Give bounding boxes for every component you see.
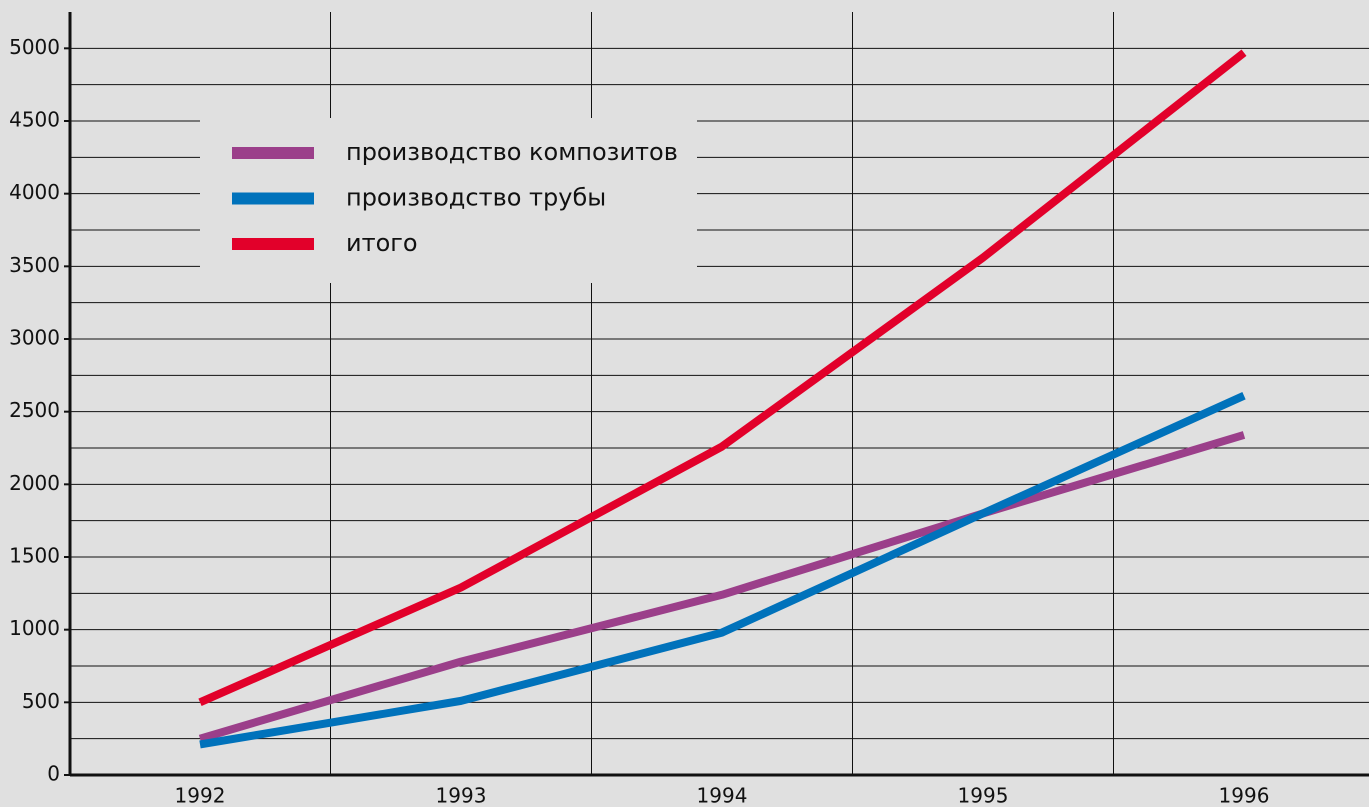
y-tick-label: 4000 [9,180,60,204]
y-tick-label: 3000 [9,326,60,350]
y-tick-label: 4500 [9,108,60,132]
legend-label: производство композитов [346,138,678,166]
y-tick-label: 2000 [9,471,60,495]
y-tick-label: 0 [47,762,60,786]
y-tick-label: 3500 [9,253,60,277]
legend-label: производство трубы [346,184,606,212]
x-tick-label: 1995 [958,784,1009,807]
x-tick-label: 1992 [175,784,226,807]
series-line [198,49,1247,706]
series-line [198,431,1246,743]
x-tick-label: 1996 [1219,784,1270,807]
y-tick-label: 2500 [9,398,60,422]
series-line [199,392,1246,749]
y-tick-label: 5000 [9,35,60,59]
legend-label: итого [346,229,418,257]
y-tick-label: 1000 [9,616,60,640]
y-tick-label: 500 [22,689,60,713]
x-tick-label: 1994 [697,784,748,807]
x-tick-label: 1993 [436,784,487,807]
y-tick-label: 1500 [9,544,60,568]
